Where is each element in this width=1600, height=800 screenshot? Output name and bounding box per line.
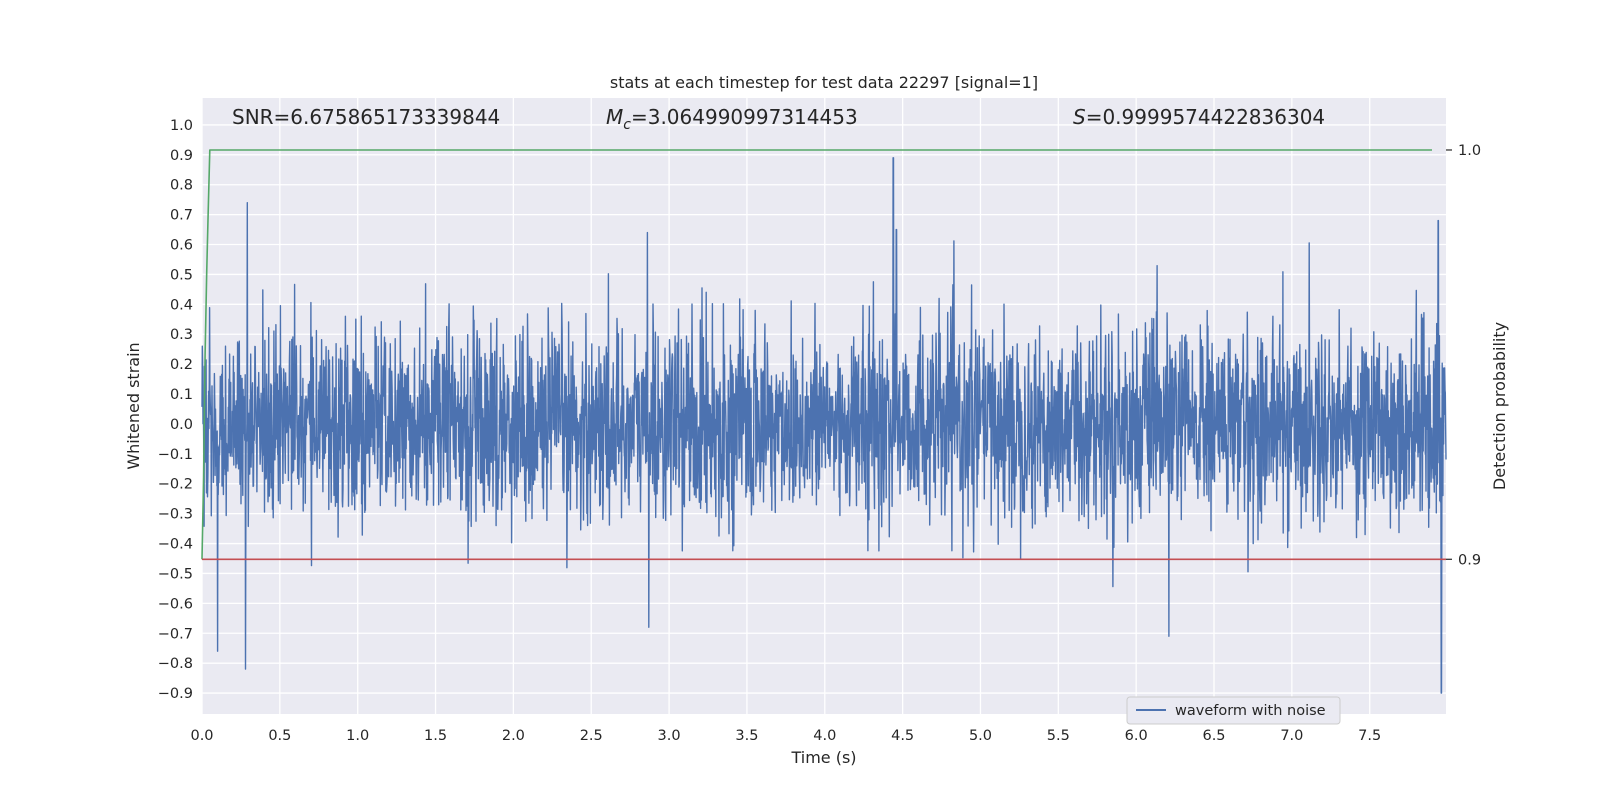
y-right-tick-label: 1.0 [1458,143,1481,159]
y-tick-label: −0.8 [158,656,193,672]
annotation-mc-symbol: M [606,105,623,129]
x-tick-label: 5.5 [1047,728,1070,744]
x-tick-label: 6.0 [1125,728,1148,744]
y-tick-label: 0.3 [170,327,193,343]
annotation-s-value: =0.9999574422836304 [1086,105,1325,129]
y-tick-label: −0.4 [158,537,193,553]
x-tick-label: 3.0 [658,728,681,744]
y-tick-label: −0.2 [158,477,193,493]
legend: waveform with noise [1126,696,1341,725]
y-tick-label: 0.4 [170,297,193,313]
y-tick-label: 0.7 [170,208,193,224]
x-ticks: 0.0 0.5 1.0 1.5 2.0 2.5 3.0 3.5 4.0 4.5 5.0 5.5 6.0 6… [190,728,1381,744]
y-tick-label: 0.9 [170,148,193,164]
x-tick-label: 0.0 [190,728,213,744]
y-tick-label: 1.0 [170,118,193,134]
y-right-tick-label: 0.9 [1458,552,1481,568]
legend-box [1126,696,1341,725]
x-axis-label: Time (s) [790,748,856,767]
y-tick-label: −0.1 [158,447,193,463]
y-tick-label: −0.7 [158,626,193,642]
annotation-mc: Mc=3.064990997314453 [606,105,858,133]
y-ticks: 1.0 0.9 0.8 0.7 0.6 0.5 0.4 0.3 0.2 0.1 0.0 −0.1 −0.… [158,118,193,702]
annotation-mc-value: =3.064990997314453 [631,105,858,129]
y-tick-label: 0.0 [170,417,193,433]
y-tick-label: 0.6 [170,238,193,254]
annotation-mc-subscript: c [623,117,631,133]
y-tick-label: 0.8 [170,178,193,194]
x-tick-label: 1.0 [346,728,369,744]
series-layer [201,149,1447,694]
y-tick-label: 0.2 [170,357,193,373]
y-tick-label: −0.9 [158,686,193,702]
y-tick-label: 0.1 [170,387,193,403]
x-tick-label: 3.5 [735,728,758,744]
x-tick-label: 7.0 [1280,728,1303,744]
x-tick-label: 7.5 [1358,728,1381,744]
x-tick-label: 5.0 [969,728,992,744]
y-tick-label: −0.3 [158,507,193,523]
y-tick-label: −0.5 [158,566,193,582]
x-tick-label: 0.5 [268,728,291,744]
series-line-waveform [201,157,1447,694]
chart-title: stats at each timestep for test data 222… [610,73,1038,92]
y-tick-label: 0.5 [170,267,193,283]
y-ticks-right: 1.0 0.9 [1446,143,1481,568]
y-axis-label: Whitened strain [124,342,143,469]
x-tick-label: 6.5 [1202,728,1225,744]
x-tick-label: 2.5 [580,728,603,744]
annotation-s-symbol: S [1073,105,1086,129]
series-line-green [201,149,1432,560]
y-tick-label: −0.6 [158,596,193,612]
annotation-s: S=0.9999574422836304 [1073,105,1325,129]
legend-label-waveform: waveform with noise [1175,703,1326,719]
x-tick-label: 1.5 [424,728,447,744]
annotation-snr: SNR=6.675865173339844 [232,105,500,129]
x-tick-label: 4.0 [813,728,836,744]
x-tick-label: 4.5 [891,728,914,744]
y-axis-label-right: Detection probability [1490,322,1509,490]
x-tick-label: 2.0 [502,728,525,744]
